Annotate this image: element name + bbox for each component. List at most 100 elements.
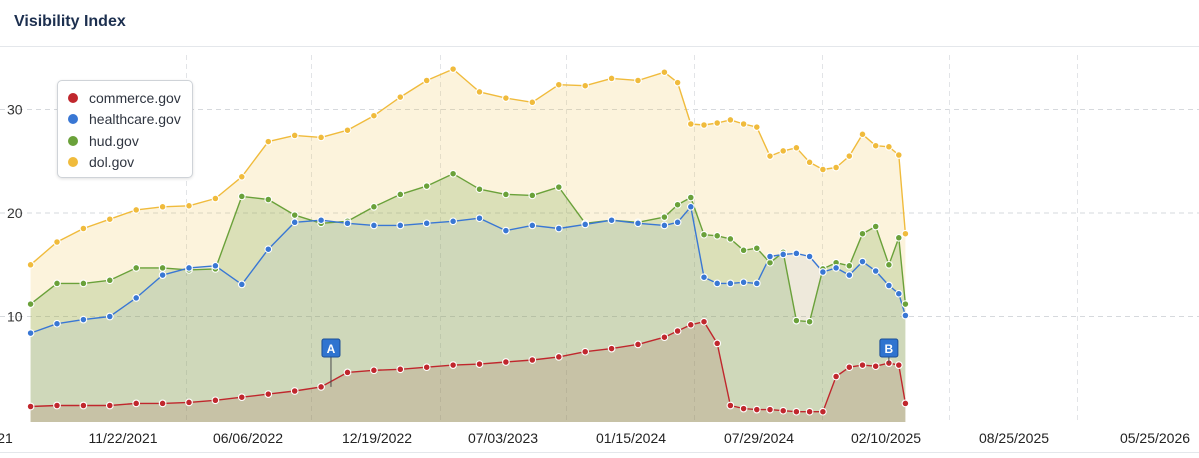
data-point xyxy=(211,396,220,405)
data-point xyxy=(581,220,590,229)
data-point xyxy=(158,202,167,211)
data-point xyxy=(779,147,788,155)
data-point xyxy=(792,249,801,258)
data-point xyxy=(726,116,735,124)
legend-label: healthcare.gov xyxy=(89,111,181,128)
data-point xyxy=(634,76,642,85)
data-point xyxy=(752,244,761,253)
data-point xyxy=(885,142,893,151)
divider xyxy=(0,452,1199,453)
data-point xyxy=(739,278,748,287)
data-point xyxy=(901,300,910,308)
data-point xyxy=(673,200,682,209)
x-tick-label: 21 xyxy=(0,430,13,446)
data-point xyxy=(819,268,827,276)
data-point xyxy=(264,195,273,204)
legend-label: hud.gov xyxy=(89,132,139,149)
data-point xyxy=(752,405,761,414)
data-point xyxy=(713,231,722,240)
data-point xyxy=(766,252,774,261)
data-point xyxy=(660,68,669,77)
data-point xyxy=(766,152,774,160)
data-point xyxy=(237,393,246,402)
data-point xyxy=(726,235,735,243)
legend-item-commerce-gov[interactable]: commerce.gov xyxy=(68,87,192,109)
data-point xyxy=(185,201,193,210)
data-point xyxy=(845,363,854,372)
legend-item-dol-gov[interactable]: dol.gov xyxy=(68,152,192,174)
data-point xyxy=(894,289,903,298)
data-point xyxy=(317,133,325,142)
data-point xyxy=(660,333,669,342)
data-point xyxy=(845,152,854,160)
data-point xyxy=(475,360,484,368)
data-point xyxy=(502,94,510,102)
data-point xyxy=(792,143,801,152)
annotation-marker xyxy=(879,338,899,358)
data-point xyxy=(502,358,510,366)
x-tick-label: 01/15/2024 xyxy=(596,430,666,446)
data-point xyxy=(901,399,910,408)
data-point xyxy=(290,387,299,395)
data-point xyxy=(871,222,880,231)
data-point xyxy=(53,238,61,246)
data-point xyxy=(581,81,590,90)
x-tick-label: 07/29/2024 xyxy=(724,430,794,446)
data-point xyxy=(726,401,735,410)
data-point xyxy=(26,300,35,308)
data-point xyxy=(422,219,431,228)
data-point xyxy=(422,182,431,190)
x-tick-label: 12/19/2022 xyxy=(342,430,412,446)
data-point xyxy=(739,246,748,255)
data-point xyxy=(370,366,378,375)
data-point xyxy=(766,405,774,414)
data-point xyxy=(554,353,563,361)
data-point xyxy=(901,311,910,320)
legend-marker xyxy=(68,135,78,146)
legend-item-healthcare-gov[interactable]: healthcare.gov xyxy=(68,109,192,131)
x-tick-label: 08/25/2025 xyxy=(979,430,1049,446)
data-point xyxy=(858,130,867,139)
data-point xyxy=(370,221,378,230)
data-point xyxy=(792,407,801,416)
data-point xyxy=(885,281,893,290)
data-point xyxy=(211,194,220,203)
legend-item-hud-gov[interactable]: hud.gov xyxy=(68,130,192,152)
data-point xyxy=(158,271,167,279)
data-point xyxy=(894,233,903,242)
data-point xyxy=(185,264,193,272)
data-point xyxy=(396,365,405,374)
data-point xyxy=(901,229,910,238)
data-point xyxy=(132,206,141,214)
data-point xyxy=(528,356,537,364)
data-point xyxy=(343,126,352,135)
data-point xyxy=(739,404,748,413)
data-point xyxy=(370,111,378,120)
data-point xyxy=(26,260,35,269)
data-point xyxy=(700,230,708,239)
x-tick-labels: 21 11/22/2021 06/06/2022 12/19/2022 07/03/20… xyxy=(0,430,1190,446)
legend-marker xyxy=(68,114,78,125)
data-point xyxy=(158,264,167,272)
data-point xyxy=(396,190,405,199)
series-area-healthcare-gov xyxy=(30,206,906,422)
data-point xyxy=(554,224,563,233)
data-point xyxy=(634,219,642,228)
data-point xyxy=(528,98,537,107)
data-point xyxy=(607,344,616,353)
data-point xyxy=(449,65,457,73)
area-layer xyxy=(30,69,906,422)
data-point xyxy=(237,280,246,289)
data-point xyxy=(686,320,695,329)
data-point xyxy=(581,347,590,356)
data-point xyxy=(475,88,484,96)
y-tick-label: 10 xyxy=(7,309,23,325)
data-point xyxy=(845,261,854,270)
data-point xyxy=(185,398,193,407)
data-point xyxy=(752,279,761,288)
legend-marker xyxy=(68,92,78,103)
chart-legend: commerce.gov healthcare.gov hud.gov dol.gov xyxy=(57,80,193,178)
